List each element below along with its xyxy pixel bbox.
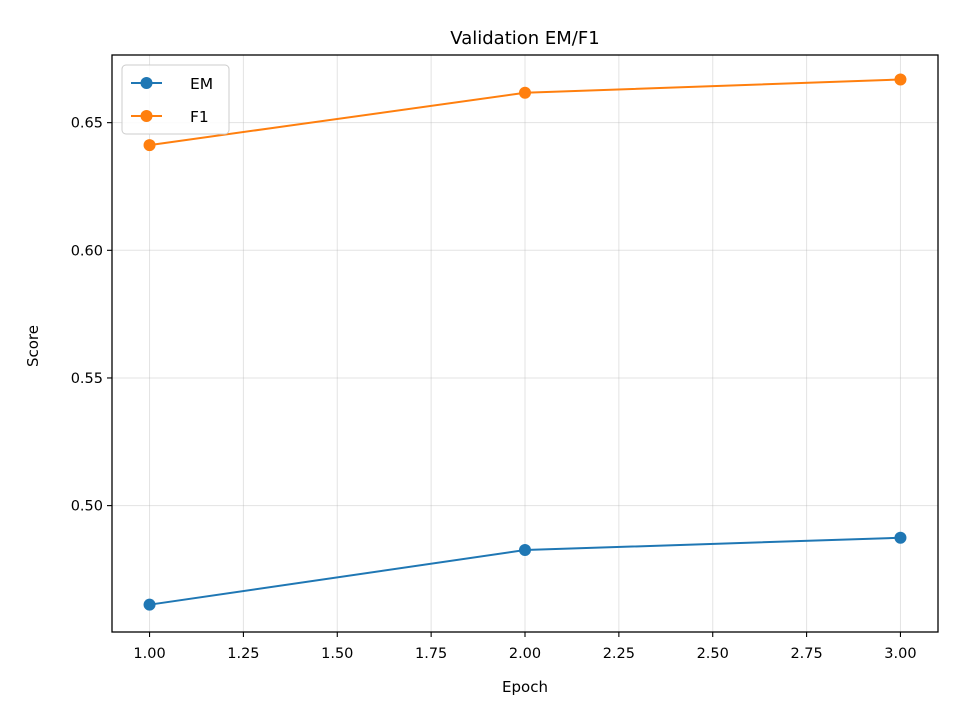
legend-label-em: EM: [190, 75, 213, 93]
x-tick-label: 2.00: [509, 646, 541, 662]
data-point-f1: [519, 86, 531, 99]
data-point-em: [894, 531, 907, 544]
x-tick-label: 1.50: [321, 646, 353, 662]
legend-label-f1: F1: [190, 108, 209, 126]
grid: [112, 55, 938, 632]
y-tick-label: 0.50: [71, 499, 103, 515]
y-tick-label: 0.65: [71, 116, 103, 132]
x-tick-label: 2.75: [790, 646, 822, 662]
data-point-f1: [894, 73, 907, 86]
legend-marker-em: [140, 77, 153, 89]
x-axis-ticks: 1.00 1.25 1.50 1.75 2.00 2.25 2.50 2.75 3.00: [133, 632, 917, 662]
chart-title: Validation EM/F1: [450, 28, 599, 49]
x-tick-label: 1.75: [415, 646, 447, 662]
x-tick-label: 2.50: [697, 646, 729, 662]
data-point-em: [143, 598, 156, 611]
series-layer: [143, 73, 907, 611]
y-tick-label: 0.55: [71, 371, 103, 387]
x-tick-label: 2.25: [603, 646, 635, 662]
y-axis-label: Score: [24, 325, 42, 367]
y-tick-label: 0.60: [71, 243, 103, 259]
x-tick-label: 1.00: [133, 646, 165, 662]
x-axis-label: Epoch: [502, 678, 548, 696]
legend: EM F1: [121, 64, 230, 135]
legend-marker-f1: [140, 110, 153, 122]
data-point-f1: [143, 139, 156, 152]
data-point-em: [519, 544, 531, 557]
x-tick-label: 3.00: [884, 646, 916, 662]
y-axis-ticks: 0.50 0.55 0.60 0.65: [71, 116, 112, 515]
x-tick-label: 1.25: [227, 646, 259, 662]
